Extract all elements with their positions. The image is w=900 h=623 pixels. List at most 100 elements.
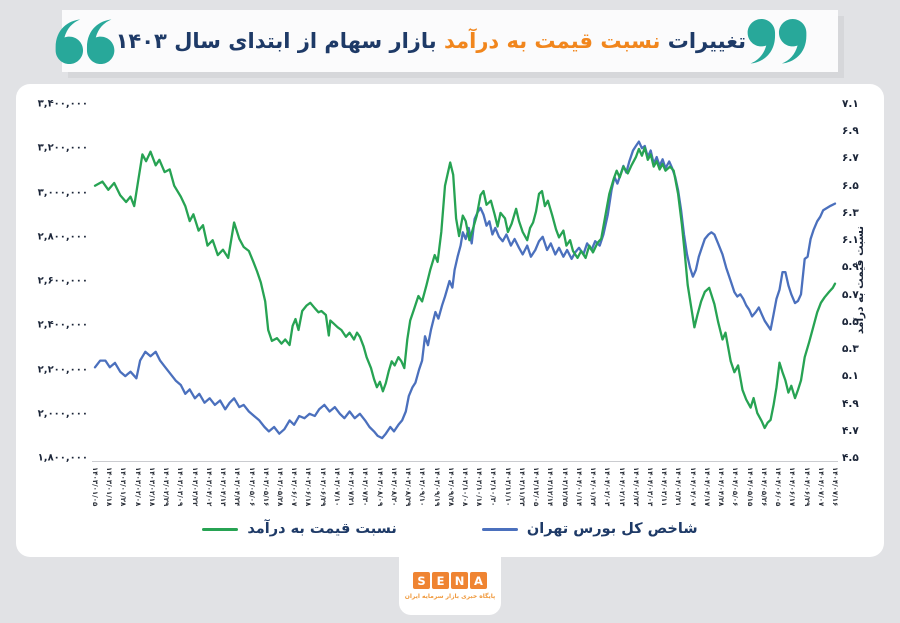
- x-tick-label: ۱۴۰۳/۱۲/۲۵: [560, 467, 569, 507]
- logo-tile: N: [451, 572, 468, 589]
- y-tick-label-right: ۶.۹: [842, 125, 859, 138]
- x-tick-label: ۱۴۰۳/۰۳/۰۹: [176, 467, 185, 507]
- y-tick-label-left: ۳,۴۰۰,۰۰۰: [37, 98, 88, 110]
- x-tick-label: ۱۴۰۳/۰۸/۲۹: [404, 467, 413, 507]
- x-tick-label: ۱۴۰۳/۱۰/۰۸: [461, 467, 469, 507]
- x-tick-label: ۱۴۰۳/۰۶/۰۷: [290, 467, 299, 507]
- x-tick-label: ۱۴۰۳/۰۴/۰۲: [204, 467, 213, 507]
- x-tick-label: ۱۴۰۳/۰۴/۱۳: [219, 467, 228, 507]
- x-tick-label: ۱۴۰۳/۱۲/۰۵: [532, 467, 541, 507]
- y-tick-label-left: ۱,۸۰۰,۰۰۰: [37, 452, 88, 464]
- legend-label-pe: نسبت قیمت به درآمد: [247, 521, 397, 537]
- x-tick-label: ۱۴۰۳/۰۵/۰۶: [247, 467, 256, 507]
- x-tick-label: ۱۴۰۳/۰۱/۲۸: [119, 467, 128, 507]
- y-tick-label-right: ۵.۱: [842, 370, 859, 383]
- legend-item-index: شاخص کل بورس تهران: [481, 521, 698, 537]
- x-tick-label: ۱۴۰۳/۱۱/۱۰: [503, 467, 512, 507]
- title-prefix: تغییرات: [667, 29, 746, 53]
- y-tick-label-right: ۶.۱: [842, 234, 859, 247]
- x-tick-label: ۱۴۰۴/۰۶/۱۷: [788, 467, 797, 507]
- x-tick-label: ۱۴۰۳/۱۱/۲۳: [517, 467, 526, 507]
- x-tick-label: ۱۴۰۴/۰۲/۲۳: [631, 467, 640, 507]
- header: تغییرات نسبت قیمت به درآمد بازار سهام از…: [55, 10, 838, 72]
- x-tick-label: ۱۴۰۳/۱۰/۱۸: [475, 467, 484, 507]
- quote-left-icon: [55, 18, 114, 64]
- x-tick-label: ۱۴۰۴/۰۲/۱۳: [617, 467, 626, 507]
- logo-tile: E: [432, 572, 449, 589]
- x-axis-line: [92, 461, 838, 462]
- line-chart: [93, 140, 837, 440]
- y-tick-label-right: ۶.۳: [842, 206, 859, 219]
- x-tick-label: ۱۴۰۴/۰۳/۰۳: [646, 467, 654, 507]
- y-tick-label-right: ۵.۵: [842, 315, 859, 328]
- logo-tile: S: [413, 572, 430, 589]
- x-tick-label: ۱۴۰۴/۰۳/۱۱: [660, 467, 669, 507]
- y-tick-label-left: ۲,۸۰۰,۰۰۰: [37, 231, 88, 243]
- y-tick-label-left: ۲,۰۰۰,۰۰۰: [37, 408, 88, 420]
- sena-logo-caption: پایگاه خبری بازار سرمایه ایران: [404, 593, 496, 600]
- y-tick-label-left: ۲,۴۰۰,۰۰۰: [37, 319, 88, 331]
- x-tick-label: ۱۴۰۳/۰۳/۲۲: [190, 467, 199, 507]
- y-tick-label-right: ۶.۵: [842, 179, 859, 192]
- x-tick-label: ۱۴۰۳/۰۶/۲۹: [318, 467, 327, 507]
- legend-line-pe: [202, 527, 239, 531]
- x-tick-label: ۱۴۰۳/۰۷/۱۰: [332, 467, 341, 507]
- x-tick-label: ۱۴۰۴/۰۱/۲۴: [589, 467, 598, 507]
- x-tick-label: ۱۴۰۳/۰۲/۰۸: [133, 467, 142, 507]
- x-tick-label: ۱۴۰۳/۰۹/۱۹: [432, 467, 441, 507]
- x-tick-label: ۱۴۰۳/۰۸/۲۰: [389, 467, 398, 507]
- y-tick-label-right: ۴.۵: [842, 452, 859, 464]
- legend-item-pe: نسبت قیمت به درآمد: [202, 521, 397, 537]
- x-tick-label: ۱۴۰۴/۰۳/۲۱: [674, 467, 683, 507]
- x-tick-label: ۱۴۰۴/۰۱/۱۴: [574, 467, 583, 507]
- y-tick-label-right: ۵.۹: [842, 261, 859, 274]
- x-tick-label: ۱۴۰۳/۰۵/۱۶: [261, 467, 270, 507]
- right-axis-title: نسبت قیمت به درآمد: [854, 225, 866, 335]
- x-tick-label: ۱۴۰۳/۰۸/۰۹: [375, 467, 384, 507]
- legend-line-index: [481, 527, 518, 531]
- y-tick-label-right: ۷.۱: [842, 98, 859, 110]
- series-line-index: [93, 140, 837, 440]
- x-tick-label: ۱۴۰۳/۰۲/۲۹: [162, 467, 171, 507]
- y-tick-label-right: ۴.۹: [842, 397, 859, 410]
- quote-right-icon: [747, 18, 807, 64]
- x-tick-label: ۱۴۰۳/۱۲/۱۴: [546, 467, 555, 507]
- x-tick-label: ۱۴۰۳/۰۶/۱۸: [304, 467, 313, 507]
- page-title: تغییرات نسبت قیمت به درآمد بازار سهام از…: [116, 29, 746, 53]
- x-tick-label: ۱۴۰۳/۰۱/۰۵: [91, 467, 99, 507]
- x-tick-label: ۱۴۰۳/۰۴/۲۴: [233, 467, 242, 507]
- right-axis-ticks: ۷.۱ ۶.۹ ۶.۷ ۶.۵ ۶.۳ ۶.۱ ۵.۹ ۵.۷ ۵.۵ ۵.۳ ۵.۱ ۴.۹ ۴.۷ ۴…: [842, 98, 886, 464]
- y-tick-label-left: ۲,۲۰۰,۰۰۰: [37, 364, 88, 375]
- x-tick-label: ۱۴۰۴/۰۶/۲۹: [802, 467, 811, 507]
- x-tick-label: ۱۴۰۴/۰۶/۰۵: [774, 467, 783, 507]
- x-tick-label: ۱۴۰۳/۰۷/۲۱: [347, 467, 356, 507]
- y-tick-label-left: ۳,۰۰۰,۰۰۰: [37, 187, 88, 198]
- logo-tile: A: [470, 572, 487, 589]
- x-tick-label: ۱۴۰۳/۰۹/۱۰: [418, 467, 427, 507]
- title-suffix: بازار سهام از ابتدای سال ۱۴۰۳: [115, 29, 437, 53]
- x-tick-label: ۱۴۰۴/۰۷/۰۷: [816, 467, 825, 507]
- x-tick-label: ۱۴۰۳/۰۷/۳۰: [361, 467, 370, 507]
- x-tick-label: ۱۴۰۳/۱۰/۳۰: [489, 467, 498, 507]
- y-tick-label-right: ۵.۷: [842, 288, 859, 301]
- x-tick-label: ۱۴۰۴/۰۲/۰۳: [603, 467, 612, 507]
- x-tick-label: ۱۴۰۴/۰۴/۱۷: [702, 467, 711, 507]
- x-tick-label: ۱۴۰۳/۰۵/۲۸: [276, 467, 284, 507]
- x-tick-label: ۱۴۰۳/۰۲/۱۸: [147, 467, 156, 507]
- x-tick-label: ۱۴۰۴/۰۴/۲۸: [717, 467, 726, 507]
- left-axis-ticks: ۳,۴۰۰,۰۰۰ ۳,۲۰۰,۰۰۰ ۳,۰۰۰,۰۰۰ ۲,۸۰۰,۰۰۰ ۲,۶۰…: [30, 99, 88, 464]
- x-tick-label: ۱۴۰۳/۰۹/۲۸: [446, 467, 455, 507]
- x-tick-label: ۱۴۰۴/۰۵/۱۵: [745, 467, 754, 507]
- legend-label-index: شاخص کل بورس تهران: [526, 521, 698, 537]
- x-tick-label: ۱۴۰۳/۰۱/۱۸: [105, 467, 114, 507]
- plot-area: [93, 104, 837, 458]
- y-tick-label-right: ۶.۷: [842, 152, 859, 165]
- x-tick-label: ۱۴۰۴/۰۵/۲۶: [759, 467, 768, 507]
- y-tick-label-left: ۲,۶۰۰,۰۰۰: [37, 275, 88, 287]
- title-highlight: نسبت قیمت به درآمد: [443, 29, 661, 53]
- x-tick-label: ۱۴۰۴/۰۷/۱۶: [831, 467, 839, 507]
- x-tick-label: ۱۴۰۴/۰۵/۰۶: [731, 467, 740, 507]
- x-tick-label: ۱۴۰۴/۰۴/۰۷: [688, 467, 697, 507]
